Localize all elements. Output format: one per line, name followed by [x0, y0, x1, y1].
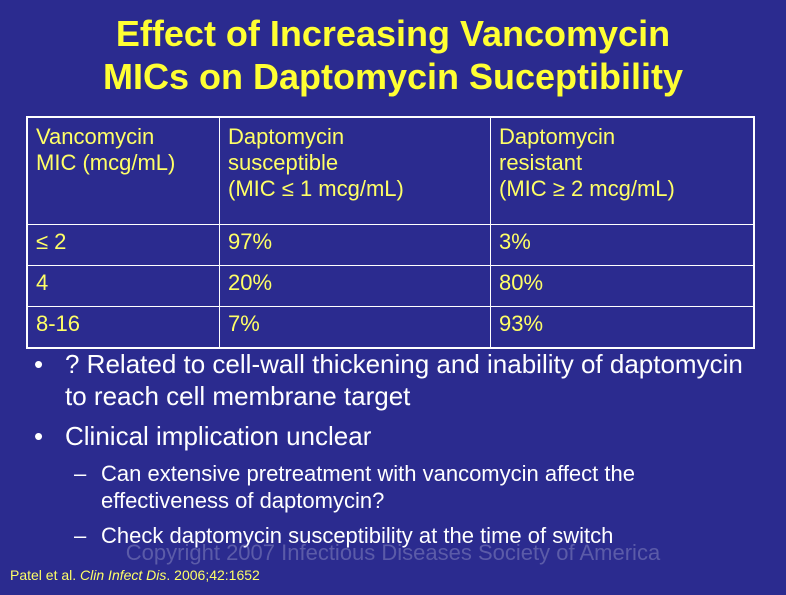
mic-table: Vancomycin MIC (mcg/mL) Daptomycin susce…	[26, 116, 755, 349]
table-cell: 80%	[490, 265, 755, 307]
citation-journal: Clin Infect Dis	[80, 567, 167, 583]
table-cell: 97%	[219, 224, 491, 266]
bullet-item: • ? Related to cell-wall thickening and …	[30, 348, 760, 412]
bullet-text: Clinical implication unclear	[65, 421, 372, 451]
citation-details: . 2006;42:1652	[166, 567, 260, 583]
table-cell: 20%	[219, 265, 491, 307]
header-vancomycin-mic: Vancomycin MIC (mcg/mL)	[26, 116, 220, 225]
header-dapto-susceptible: Daptomycin susceptible (MIC ≤ 1 mcg/mL)	[219, 116, 491, 225]
table-header-row: Vancomycin MIC (mcg/mL) Daptomycin susce…	[26, 116, 755, 225]
header-line: susceptible	[228, 150, 339, 175]
citation: Patel et al. Clin Infect Dis. 2006;42:16…	[10, 567, 260, 583]
copyright-watermark: Copyright 2007 Infectious Diseases Socie…	[125, 540, 661, 565]
table-cell: ≤ 2	[26, 224, 220, 266]
header-line: (MIC ≤ 1 mcg/mL)	[228, 176, 404, 201]
sub-bullet-item: – Can extensive pretreatment with vancom…	[30, 460, 760, 514]
sub-bullet-text: Check daptomycin susceptibility at the t…	[101, 523, 614, 548]
table-cell: 8-16	[26, 306, 220, 349]
bullet-item: • Clinical implication unclear	[30, 420, 760, 452]
bullet-list: • ? Related to cell-wall thickening and …	[30, 348, 760, 557]
table-cell: 3%	[490, 224, 755, 266]
header-line: resistant	[499, 150, 583, 175]
bullet-marker: •	[34, 349, 44, 379]
bullet-marker: •	[34, 421, 44, 451]
sub-bullet-text: Can extensive pretreatment with vancomyc…	[101, 461, 635, 513]
sub-bullet-marker: –	[74, 461, 87, 486]
table-row: 4 20% 80%	[26, 265, 755, 307]
header-line: Vancomycin	[36, 124, 155, 149]
bullet-text: ? Related to cell-wall thickening and in…	[65, 349, 743, 411]
table-row: ≤ 2 97% 3%	[26, 224, 755, 266]
header-line: Daptomycin	[499, 124, 616, 149]
header-dapto-resistant: Daptomycin resistant (MIC ≥ 2 mcg/mL)	[490, 116, 755, 225]
table-cell: 4	[26, 265, 220, 307]
title-line-2: MICs on Daptomycin Suceptibility	[102, 56, 684, 97]
slide-title: Effect of Increasing Vancomycin MICs on …	[0, 12, 786, 98]
header-line: Daptomycin	[228, 124, 345, 149]
table-row: 8-16 7% 93%	[26, 306, 755, 349]
title-line-1: Effect of Increasing Vancomycin	[115, 13, 671, 54]
citation-authors: Patel et al.	[10, 567, 81, 583]
header-line: (MIC ≥ 2 mcg/mL)	[499, 176, 675, 201]
sub-bullet-item: – Check daptomycin susceptibility at the…	[30, 522, 760, 549]
table-cell: 7%	[219, 306, 491, 349]
sub-bullet-marker: –	[74, 523, 87, 548]
table-cell: 93%	[490, 306, 755, 349]
header-line: MIC (mcg/mL)	[36, 150, 176, 175]
